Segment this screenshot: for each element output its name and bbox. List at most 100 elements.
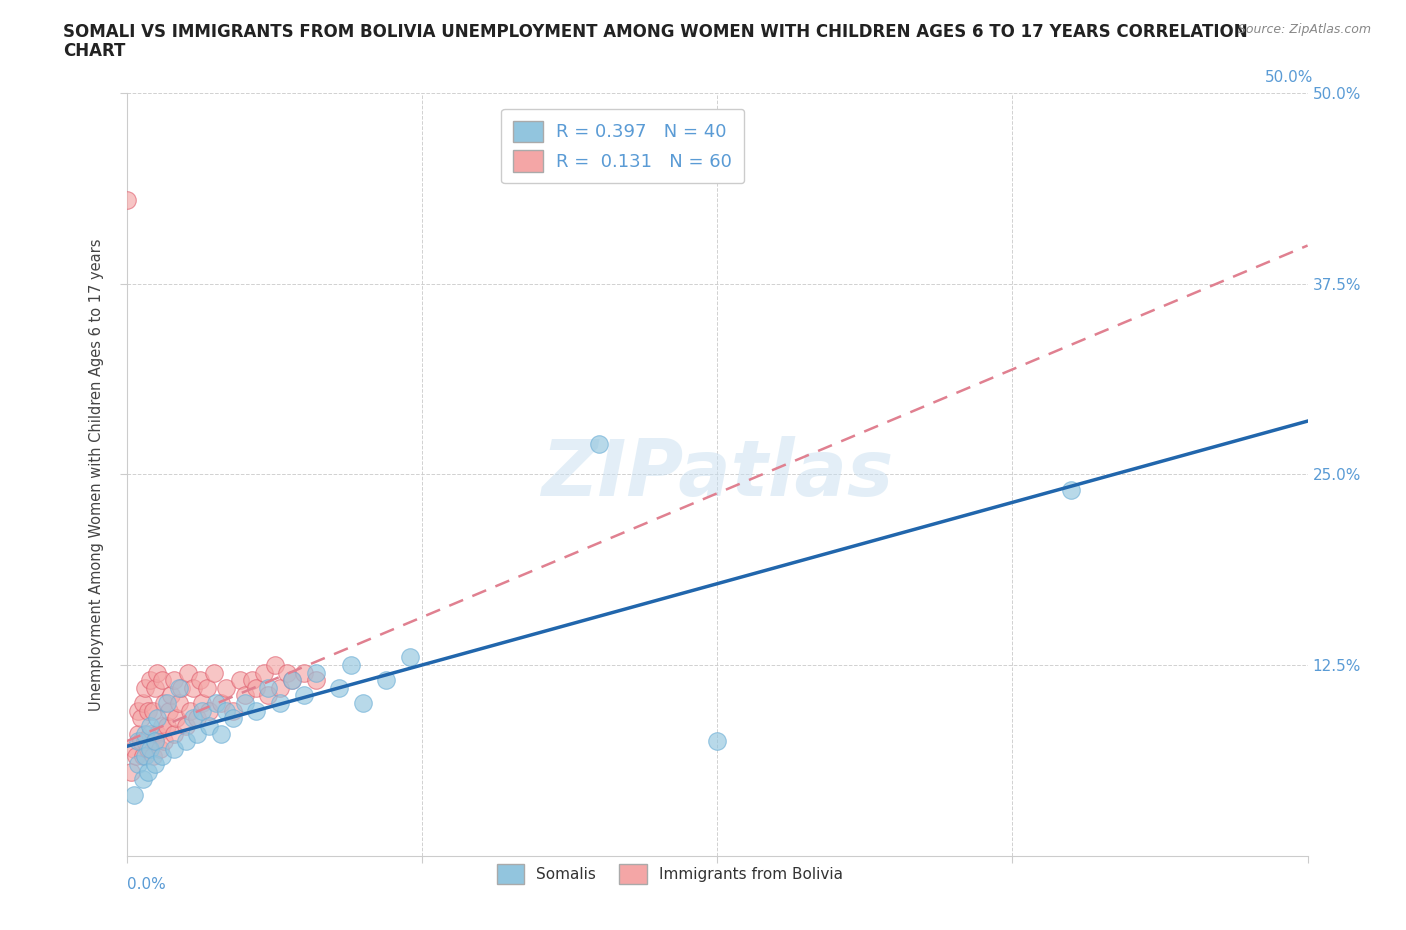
Point [269,696,291,711]
Point [174,719,197,734]
Point [352,696,374,711]
Point [195,681,218,696]
Point [136,703,159,718]
Point [146,711,169,725]
Point [375,672,398,687]
Point [304,665,326,680]
Point [156,719,179,734]
Point [132,772,155,787]
Point [115,193,138,207]
Point [177,665,200,680]
Point [134,681,156,696]
Point [134,734,156,749]
Point [304,672,326,687]
Point [222,711,245,725]
Point [132,696,155,711]
Point [229,672,252,687]
Text: 0.0%: 0.0% [127,877,166,892]
Point [143,734,166,749]
Text: ZIPatlas: ZIPatlas [541,436,893,512]
Point [191,696,214,711]
Point [120,764,142,779]
Point [186,726,208,741]
Point [139,741,162,756]
Point [150,672,173,687]
Point [245,681,267,696]
Point [163,672,186,687]
Point [139,672,162,687]
Point [134,749,156,764]
Point [136,741,159,756]
Point [141,749,163,764]
Point [132,749,155,764]
Point [146,665,169,680]
Point [209,726,232,741]
Point [328,681,350,696]
Text: CHART: CHART [63,42,125,60]
Point [276,665,298,680]
Point [233,688,256,703]
Point [139,719,162,734]
Point [127,734,149,749]
Point [186,711,208,725]
Point [150,749,173,764]
Point [122,787,145,802]
Point [240,672,263,687]
Point [269,681,291,696]
Point [181,681,204,696]
Point [292,665,315,680]
Point [188,672,211,687]
Point [136,764,159,779]
Point [264,658,287,672]
Point [706,734,728,749]
Point [281,672,304,687]
Point [141,703,163,718]
Point [202,665,225,680]
Point [292,688,315,703]
Point [122,741,145,756]
Point [215,681,238,696]
Text: 50.0%: 50.0% [1265,71,1313,86]
Point [127,757,149,772]
Point [588,436,610,451]
Point [143,681,166,696]
Y-axis label: Unemployment Among Women with Children Ages 6 to 17 years: Unemployment Among Women with Children A… [89,238,104,711]
Point [165,711,187,725]
Point [191,703,214,718]
Point [340,658,363,672]
Text: Source: ZipAtlas.com: Source: ZipAtlas.com [1237,23,1371,36]
Point [153,734,176,749]
Point [129,711,152,725]
Point [252,665,274,680]
Point [1060,482,1083,497]
Point [281,672,304,687]
Point [157,703,180,718]
Point [127,726,149,741]
Point [167,696,190,711]
Legend: Somalis, Immigrants from Bolivia: Somalis, Immigrants from Bolivia [491,858,849,890]
Point [153,696,176,711]
Point [163,741,186,756]
Point [209,696,232,711]
Point [170,681,193,696]
Point [257,681,280,696]
Point [198,703,221,718]
Point [179,703,201,718]
Point [174,734,197,749]
Point [143,757,166,772]
Point [143,734,166,749]
Point [222,703,245,718]
Point [245,703,267,718]
Point [233,696,256,711]
Point [205,696,228,711]
Point [399,650,422,665]
Point [139,726,162,741]
Point [198,719,221,734]
Point [215,703,238,718]
Point [160,688,183,703]
Point [257,688,280,703]
Point [163,726,186,741]
Point [156,696,179,711]
Text: SOMALI VS IMMIGRANTS FROM BOLIVIA UNEMPLOYMENT AMONG WOMEN WITH CHILDREN AGES 6 : SOMALI VS IMMIGRANTS FROM BOLIVIA UNEMPL… [63,23,1249,41]
Point [150,719,173,734]
